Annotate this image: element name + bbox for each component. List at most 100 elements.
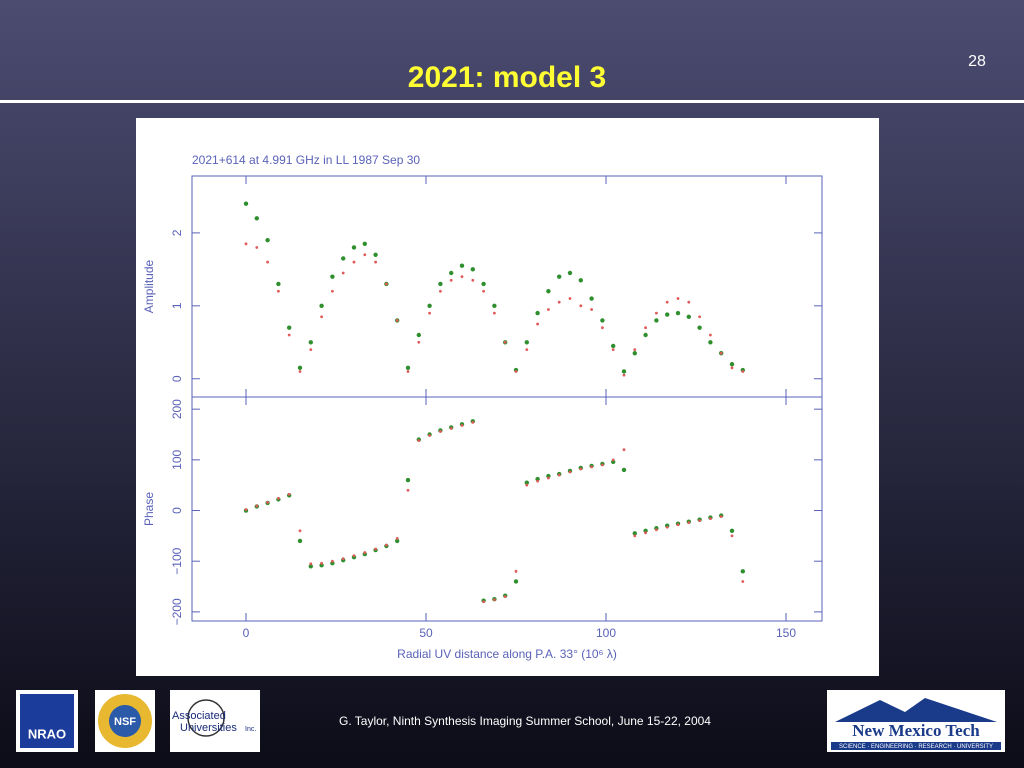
data-point xyxy=(385,543,388,547)
data-point xyxy=(709,333,712,337)
data-point xyxy=(243,201,249,206)
slide-title: 2021: model 3 xyxy=(408,61,606,94)
data-point xyxy=(632,351,637,356)
data-point xyxy=(374,260,377,264)
data-point xyxy=(417,340,421,344)
nmt-text: New Mexico Tech xyxy=(852,721,980,740)
data-point xyxy=(406,488,410,492)
data-point xyxy=(385,282,388,286)
data-point xyxy=(471,278,475,282)
data-point xyxy=(729,361,735,367)
data-point xyxy=(644,326,647,330)
title-rule xyxy=(0,100,1024,103)
data-point xyxy=(417,439,421,442)
data-point xyxy=(514,370,518,373)
data-point xyxy=(428,311,431,315)
data-point xyxy=(374,547,377,551)
data-point xyxy=(654,318,659,323)
footer: G. Taylor, Ninth Synthesis Imaging Summe… xyxy=(339,714,711,728)
data-point xyxy=(493,598,496,602)
data-point xyxy=(503,595,507,599)
data-point xyxy=(298,370,302,373)
data-point xyxy=(698,315,701,319)
data-point xyxy=(503,340,507,344)
data-point xyxy=(621,467,627,473)
data-point xyxy=(319,303,324,309)
data-point xyxy=(481,281,486,287)
data-point xyxy=(459,263,465,268)
data-point xyxy=(287,333,291,337)
x-tick-label: 50 xyxy=(419,626,433,640)
data-point xyxy=(633,534,637,538)
data-point xyxy=(719,351,723,355)
data-point xyxy=(524,340,529,345)
data-point xyxy=(719,515,723,519)
data-point xyxy=(536,479,539,483)
data-point xyxy=(513,579,519,584)
nmt-tagline: SCIENCE · ENGINEERING · RESEARCH · UNIVE… xyxy=(839,744,993,750)
data-point xyxy=(244,508,248,511)
data-point xyxy=(525,348,529,351)
nrao-logo: NRAO xyxy=(16,690,78,752)
data-point xyxy=(471,420,475,424)
data-point xyxy=(741,580,745,583)
data-point xyxy=(439,430,442,433)
data-point xyxy=(611,348,615,351)
data-point xyxy=(514,569,518,573)
data-point xyxy=(632,531,637,536)
y-tick-label: −200 xyxy=(170,598,184,625)
data-point xyxy=(427,303,432,309)
data-point xyxy=(611,459,616,465)
data-point xyxy=(266,501,269,504)
data-point xyxy=(601,326,604,330)
data-point xyxy=(331,559,334,563)
data-point xyxy=(352,554,356,558)
data-point xyxy=(557,274,562,279)
data-point xyxy=(535,310,540,316)
data-point xyxy=(330,561,335,566)
y-tick-label: 0 xyxy=(170,375,184,382)
data-point xyxy=(687,300,691,304)
data-point xyxy=(622,373,626,377)
data-point xyxy=(579,304,583,308)
data-point xyxy=(644,531,647,535)
y-axis-label: Amplitude xyxy=(142,260,156,314)
data-point xyxy=(470,267,475,272)
data-point xyxy=(709,517,712,521)
data-point xyxy=(254,216,259,221)
data-point xyxy=(287,492,291,496)
data-point xyxy=(740,569,745,574)
data-point xyxy=(730,366,734,370)
plot: 0 1 2 Amplitude −200 −100 0 100 200 0 50 100 150 Phas… xyxy=(142,175,823,661)
nrao-text: NRAO xyxy=(28,726,66,741)
data-point xyxy=(297,365,303,371)
data-point xyxy=(665,312,670,317)
data-point xyxy=(395,538,400,544)
data-point xyxy=(741,370,745,373)
data-point xyxy=(493,311,496,315)
data-point xyxy=(708,340,713,345)
data-point xyxy=(665,300,669,304)
data-point xyxy=(600,318,605,323)
data-point xyxy=(460,275,464,279)
x-axis-label: Radial UV distance along P.A. 33° (10⁶ λ… xyxy=(397,647,617,661)
data-point xyxy=(373,252,378,257)
y-tick-label: −100 xyxy=(170,547,184,574)
x-tick-label: 150 xyxy=(776,626,796,640)
data-point xyxy=(406,370,410,373)
data-point xyxy=(579,467,583,471)
data-point xyxy=(341,271,345,275)
data-point xyxy=(621,369,627,374)
data-point xyxy=(341,557,345,561)
data-point xyxy=(535,476,540,482)
data-point xyxy=(655,528,658,532)
data-point xyxy=(395,536,399,540)
data-point xyxy=(546,289,551,294)
data-point xyxy=(643,528,648,533)
data-point xyxy=(320,561,323,565)
data-point xyxy=(341,256,346,261)
data-point xyxy=(601,463,604,467)
data-point xyxy=(590,308,593,311)
data-point xyxy=(567,270,573,276)
